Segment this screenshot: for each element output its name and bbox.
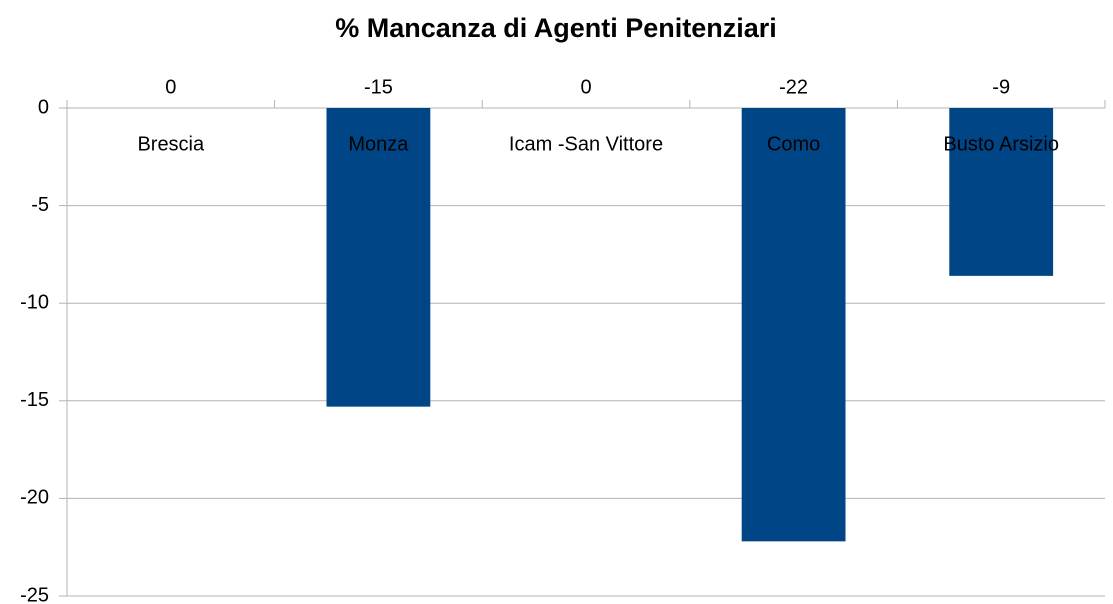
x-tick-label: Brescia xyxy=(137,133,205,155)
data-label: -9 xyxy=(992,76,1010,98)
data-label: 0 xyxy=(165,76,176,98)
y-tick-label: 0 xyxy=(38,96,49,118)
data-label: 0 xyxy=(580,76,591,98)
y-tick-label: -25 xyxy=(20,584,49,604)
x-tick-label: Monza xyxy=(348,133,409,155)
y-tick-label: -20 xyxy=(20,487,49,509)
y-tick-label: -5 xyxy=(31,194,49,216)
data-label: -15 xyxy=(364,76,393,98)
x-tick-label: Icam -San Vittore xyxy=(509,133,663,155)
x-tick-label: Busto Arsizio xyxy=(943,133,1059,155)
data-label: -22 xyxy=(779,76,808,98)
chart-title: % Mancanza di Agenti Penitenziari xyxy=(335,13,777,43)
bar xyxy=(326,108,431,407)
y-tick-label: -10 xyxy=(20,291,49,313)
x-tick-label: Como xyxy=(767,133,820,155)
bar xyxy=(949,108,1054,276)
y-tick-label: -15 xyxy=(20,389,49,411)
bar xyxy=(741,108,846,542)
